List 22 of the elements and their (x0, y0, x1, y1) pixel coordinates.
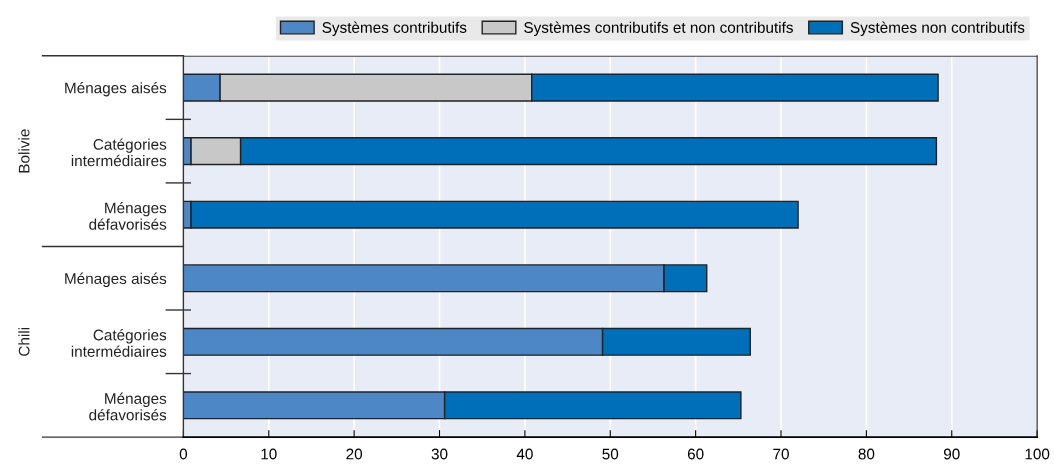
text: Bolivie (18, 129, 30, 173)
x-tick-label: 20 (346, 448, 363, 460)
x-tick-label: 90 (943, 448, 960, 460)
text: Chili (18, 327, 30, 356)
x-tick-label: 0 (179, 448, 188, 460)
x-tick-label: 100 (1025, 448, 1050, 460)
x-tick-label: 70 (773, 448, 789, 460)
legend-label: Systèmes contributifs et non contributifs (524, 21, 793, 36)
x-tick-label: 30 (431, 448, 448, 460)
x-tick-label: 10 (261, 448, 277, 460)
x-tick-label: 40 (516, 448, 533, 460)
x-tick-label: 50 (602, 448, 619, 460)
y-tick-label: Catégories intermédiaires (71, 329, 167, 357)
x-tick-label: 80 (858, 448, 875, 460)
y-tick-label: Ménages aisés (65, 272, 167, 288)
legend-label: Systèmes non contributifs (850, 21, 1025, 36)
legend-label: Systèmes contributifs (322, 21, 467, 36)
y-tick-label: Catégories intermédiaires (71, 138, 167, 167)
y-tick-label: Ménages aisés (65, 81, 167, 97)
y-tick-label: Ménages défavorisés (89, 392, 167, 421)
x-tick-label: 60 (687, 448, 704, 460)
y-tick-label: Ménages défavorisés (89, 201, 167, 230)
